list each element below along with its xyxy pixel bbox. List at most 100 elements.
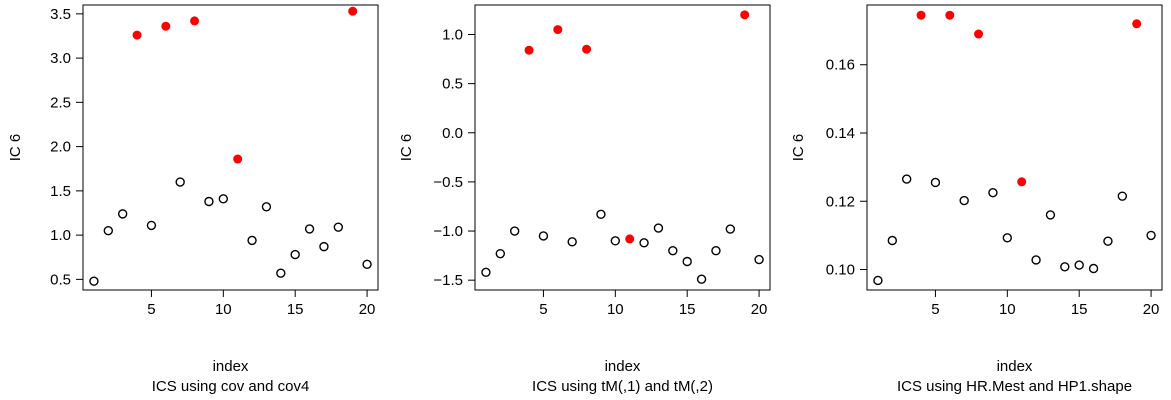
data-point <box>653 223 664 233</box>
data-point <box>218 194 229 204</box>
data-point <box>319 241 329 252</box>
y-tick-label: 2.5 <box>50 94 71 111</box>
y-axis-label: IC 6 <box>7 134 24 162</box>
highlighted-data-point <box>161 21 171 31</box>
data-point <box>1103 236 1113 246</box>
x-tick-label: 20 <box>751 301 768 318</box>
highlighted-data-point <box>916 10 926 20</box>
data-point <box>901 174 912 184</box>
data-point <box>276 268 286 278</box>
data-point <box>1045 210 1056 220</box>
x-tick-label: 15 <box>1071 301 1088 318</box>
scatter-panel-tm: 5 10 15 20 −1.5 −1.0 −0.5 0.0 0.5 1.0 IC 6 index ICS… <box>398 4 771 395</box>
y-axis-label: IC 6 <box>790 134 807 162</box>
data-point <box>146 220 157 231</box>
y-tick-label: 3.0 <box>50 50 71 67</box>
data-point <box>873 275 883 286</box>
x-axis-label: index <box>997 358 1033 375</box>
x-tick-label: 5 <box>539 301 547 318</box>
data-point <box>596 209 606 220</box>
data-point <box>1031 255 1041 265</box>
x-tick-label: 10 <box>607 301 624 318</box>
highlighted-data-point <box>625 234 635 244</box>
data-point <box>567 237 577 247</box>
highlighted-data-point <box>582 44 592 54</box>
plot-frame <box>474 4 771 291</box>
panel-subtitle: ICS using cov and cov4 <box>152 378 310 395</box>
data-point <box>754 254 764 265</box>
scatter-panel-hr-mest: 5 10 15 20 0.10 0.12 0.14 0.16 IC 6 index ICS usin… <box>790 4 1163 395</box>
data-point <box>682 256 692 267</box>
scatter-panel-cov-cov4: 5 10 15 20 0.5 1.0 1.5 2.0 2.5 3.0 3.5 IC 6 index ICS… <box>7 4 379 395</box>
x-tick-label: 10 <box>215 301 232 318</box>
data-point <box>304 224 315 234</box>
data-point <box>204 196 214 207</box>
data-point <box>175 177 185 187</box>
data-point <box>1002 233 1013 243</box>
highlighted-data-point <box>553 25 563 35</box>
data-point <box>725 224 736 234</box>
highlighted-data-point <box>132 30 142 40</box>
y-tick-label: 0.10 <box>826 262 855 279</box>
data-point <box>481 267 491 278</box>
data-point <box>930 177 941 188</box>
y-tick-label: 1.0 <box>50 227 71 244</box>
highlighted-data-point <box>524 45 534 55</box>
data-point <box>362 259 372 270</box>
data-point <box>495 248 506 259</box>
data-point <box>1146 230 1156 241</box>
panel-subtitle: ICS using tM(,1) and tM(,2) <box>532 378 713 395</box>
data-point <box>247 235 257 246</box>
data-point <box>696 274 707 284</box>
x-tick-label: 5 <box>931 301 939 318</box>
highlighted-data-point <box>190 16 200 26</box>
highlighted-data-point <box>1017 177 1027 187</box>
data-point <box>1088 263 1099 274</box>
highlighted-data-point <box>348 6 358 16</box>
data-point <box>959 195 969 206</box>
y-tick-label: 1.0 <box>442 26 463 43</box>
data-point <box>1060 262 1070 272</box>
data-point <box>103 225 114 236</box>
y-tick-label: 0.5 <box>50 271 71 288</box>
highlighted-data-point <box>974 29 984 39</box>
data-point <box>610 236 621 246</box>
y-tick-label: 1.5 <box>50 183 71 200</box>
x-axis-label: index <box>605 358 641 375</box>
data-point <box>117 209 128 219</box>
y-axis-label: IC 6 <box>398 134 415 162</box>
plot-frame <box>82 4 379 291</box>
data-point <box>887 235 898 246</box>
highlighted-data-point <box>740 10 750 20</box>
x-tick-label: 15 <box>679 301 696 318</box>
data-point <box>290 249 300 260</box>
highlighted-data-point <box>945 10 955 20</box>
x-tick-label: 15 <box>287 301 304 318</box>
x-axis-label: index <box>213 358 249 375</box>
y-tick-label: 0.16 <box>826 57 855 74</box>
data-point <box>668 245 678 256</box>
y-tick-label: −1.0 <box>433 223 463 240</box>
y-tick-label: 0.5 <box>442 76 463 93</box>
y-tick-label: 0.0 <box>442 125 463 142</box>
highlighted-data-point <box>1132 19 1142 29</box>
data-point <box>538 231 549 241</box>
highlighted-data-point <box>233 154 243 164</box>
x-tick-label: 20 <box>359 301 376 318</box>
data-point <box>333 222 344 232</box>
panel-subtitle: ICS using HR.Mest and HP1.shape <box>897 378 1132 395</box>
x-tick-label: 20 <box>1143 301 1160 318</box>
x-tick-label: 10 <box>999 301 1016 318</box>
data-point <box>89 276 99 286</box>
x-tick-label: 5 <box>147 301 155 318</box>
data-point <box>261 202 272 212</box>
data-point <box>711 245 721 256</box>
data-point <box>639 238 649 248</box>
y-tick-label: 2.0 <box>50 139 71 156</box>
plot-frame <box>866 4 1163 291</box>
data-point <box>1117 191 1128 201</box>
y-tick-label: −0.5 <box>433 174 463 191</box>
data-point <box>1074 260 1084 270</box>
y-tick-label: 0.12 <box>826 193 855 210</box>
